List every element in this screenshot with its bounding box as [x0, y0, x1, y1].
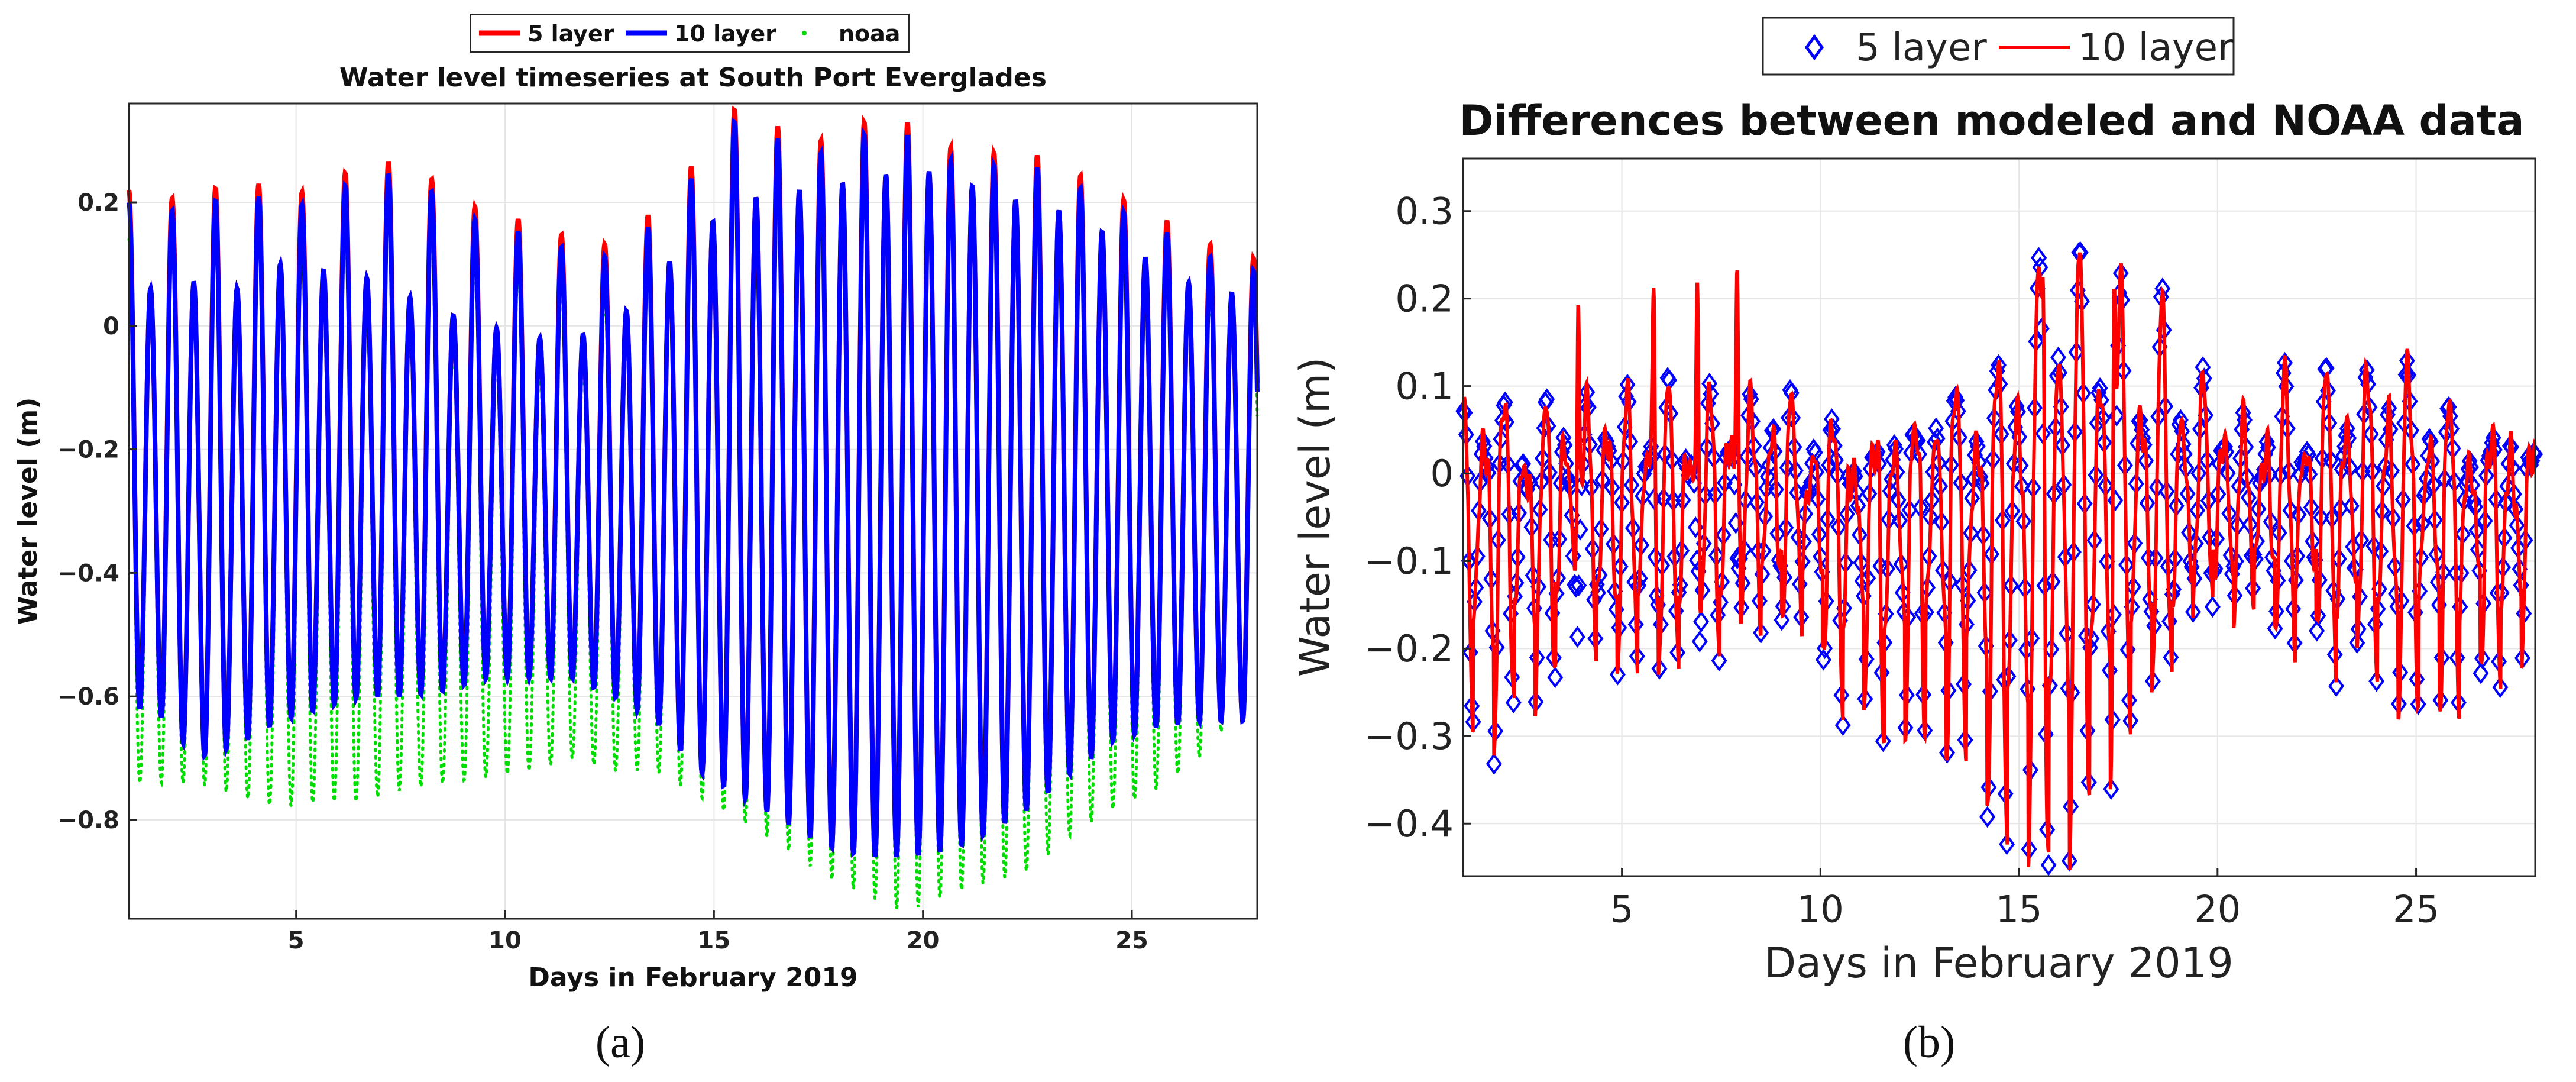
panel-a-ylabel: Water level (m) — [13, 398, 43, 625]
panel-a-ytick-label: 0 — [103, 313, 119, 340]
panel-b-5layer-marker — [2107, 489, 2124, 512]
panel-b-5layer-marker — [2310, 605, 2326, 627]
panel-b-ytick-label: −0.2 — [1364, 627, 1454, 670]
legend-b-5layer-label: 5 layer — [1856, 26, 1987, 70]
panel-b-5layer-marker — [2328, 675, 2345, 697]
panel-b-5layer-marker — [2309, 620, 2325, 642]
panel-b-5layer-marker — [2267, 618, 2283, 640]
panel-b-5layer-marker — [1559, 467, 1576, 489]
panel-b-xtick-label: 10 — [1797, 888, 1844, 931]
panel-b-5layer-marker — [1568, 576, 1584, 598]
panel-b-5layer-marker — [1939, 742, 1955, 764]
panel-b-5layer-marker — [1817, 637, 1833, 660]
panel-b-5layer-marker — [1979, 806, 1996, 828]
panel-b-5layer-marker — [2264, 546, 2280, 569]
panel-b-ytick-label: 0 — [1431, 452, 1454, 495]
panel-b-5layer-marker — [2410, 693, 2426, 715]
panel-b-5layer-marker — [2474, 647, 2490, 670]
panel-b-5layer-marker — [1815, 648, 1831, 671]
legend-b-5layer-marker — [1804, 34, 1824, 61]
panel-b-5layer-marker — [1505, 692, 1522, 714]
panel-b-title: Differences between modeled and NOAA dat… — [1459, 96, 2524, 145]
panel-b-5layer-marker — [1774, 609, 1790, 631]
panel-b-5layer-marker — [2185, 601, 2201, 623]
panel-b-5layer-marker — [1834, 714, 1851, 737]
panel-b-5layer-marker — [2492, 676, 2509, 699]
panel-b-5layer-marker — [1928, 417, 1944, 440]
panel-a-ytick-label: 0.2 — [77, 189, 119, 217]
panel-b-5layer-marker — [1691, 631, 1708, 653]
panel-b-5layer-marker — [1711, 650, 1727, 672]
panel-a-xtick-label: 20 — [907, 927, 940, 954]
panel-b-ticks: 5 10 15 20 25 −0.4 −0.3 −0.2 −0.1 0 0.1 0.2 0.3 — [1364, 189, 2439, 931]
panel-a-ytick-label: −0.8 — [58, 807, 119, 834]
panel-a-10layer-series — [127, 117, 1260, 858]
panel-a-label: (a) — [596, 1018, 645, 1067]
panel-a-axes-box — [128, 102, 1258, 920]
panel-b-ylabel: Water level (m) — [1291, 357, 1339, 677]
panel-b-ytick-label: 0.1 — [1395, 364, 1454, 408]
panel-b-5layer-marker — [2465, 490, 2482, 512]
panel-b-5layer-marker — [2368, 670, 2385, 692]
panel-b-ytick-label: −0.4 — [1364, 802, 1454, 845]
panel-b-chart: 5 10 15 20 25 −0.4 −0.3 −0.2 −0.1 0 0.1 0.2 0.3 Diff… — [1291, 17, 2543, 1067]
panel-b-5layer-marker — [2473, 662, 2489, 684]
panel-a-legend-box — [470, 14, 910, 53]
panel-b-10layer-series — [1461, 252, 2537, 870]
panel-a-series — [127, 105, 1260, 909]
panel-a-xtick-label: 25 — [1115, 927, 1148, 954]
panel-b-5layer-marker — [1610, 663, 1626, 686]
panel-b-label: (b) — [1903, 1018, 1956, 1067]
panel-b-ytick-label: 0.3 — [1395, 189, 1454, 232]
panel-b-5layer-marker — [1875, 730, 1891, 752]
panel-a-legend[interactable]: 5 layer 10 layer noaa — [470, 14, 910, 53]
legend-a-10layer-label: 10 layer — [674, 21, 776, 47]
panel-b-5layer-marker — [2204, 596, 2221, 618]
panel-b-ytick-label: 0.2 — [1395, 277, 1454, 320]
panel-b-axes-box — [1462, 157, 2536, 877]
panel-b-xtick-label: 15 — [1996, 888, 2043, 931]
panel-a-xtick-label: 15 — [697, 927, 730, 954]
legend-b-10layer-label: 10 layer — [2078, 26, 2234, 70]
panel-b-5layer-marker — [1640, 453, 1656, 475]
panel-b-5layer-marker — [2061, 850, 2077, 872]
panel-b-5layer-marker — [2040, 854, 2057, 876]
panel-a-xlabel: Days in February 2019 — [528, 963, 857, 993]
panel-b-legend[interactable]: 5 layer 10 layer — [1762, 17, 2235, 76]
panel-b-5layer-marker — [1651, 658, 1668, 680]
panel-b-ytick-label: −0.1 — [1364, 540, 1454, 583]
panel-a-xtick-label: 10 — [488, 927, 522, 954]
panel-b-5layer-marker — [2349, 632, 2365, 654]
panel-b-5layer-marker — [1999, 833, 2015, 855]
panel-b-xlabel: Days in February 2019 — [1764, 939, 2234, 987]
panel-b-ytick-label: −0.3 — [1364, 715, 1454, 758]
legend-a-noaa-label: noaa — [839, 21, 900, 47]
panel-a-ticks: 5 10 15 20 25 −0.8 −0.6 −0.4 −0.2 0 0.2 — [58, 189, 1148, 954]
legend-a-5layer-label: 5 layer — [528, 21, 614, 47]
panel-b-xtick-label: 20 — [2194, 888, 2241, 931]
panel-b-5layer-marker — [1753, 622, 1769, 644]
panel-b-legend-box — [1762, 17, 2235, 76]
panel-b-5layer-marker — [1591, 564, 1608, 586]
panel-b-5layer-marker — [1571, 574, 1587, 596]
legend-a-noaa-marker — [802, 31, 807, 35]
panel-b-5layer-marker — [1569, 626, 1585, 648]
panel-b-xtick-label: 5 — [1610, 888, 1633, 931]
panel-b-xtick-label: 25 — [2393, 888, 2439, 931]
panel-a-xtick-label: 5 — [288, 927, 305, 954]
panel-b-5layer-marker — [2103, 778, 2119, 800]
panel-b-5layer-marker — [1486, 752, 1502, 775]
panel-b-5layer-marker — [1972, 466, 1989, 488]
panel-a-ytick-label: −0.6 — [58, 683, 119, 710]
panel-a-title: Water level timeseries at South Port Eve… — [339, 63, 1047, 93]
panel-a-chart: 5 10 15 20 25 −0.8 −0.6 −0.4 −0.2 0 0.2 Water leve… — [13, 14, 1260, 1067]
panel-b-series — [1455, 241, 2543, 876]
panel-a-ytick-label: −0.4 — [58, 560, 119, 587]
panel-b-5layer-marker — [1547, 666, 1564, 689]
panel-a-ytick-label: −0.2 — [58, 437, 119, 464]
panel-b-5layer-marker — [1693, 611, 1710, 633]
panel-b-5layer-marker — [2249, 530, 2266, 553]
